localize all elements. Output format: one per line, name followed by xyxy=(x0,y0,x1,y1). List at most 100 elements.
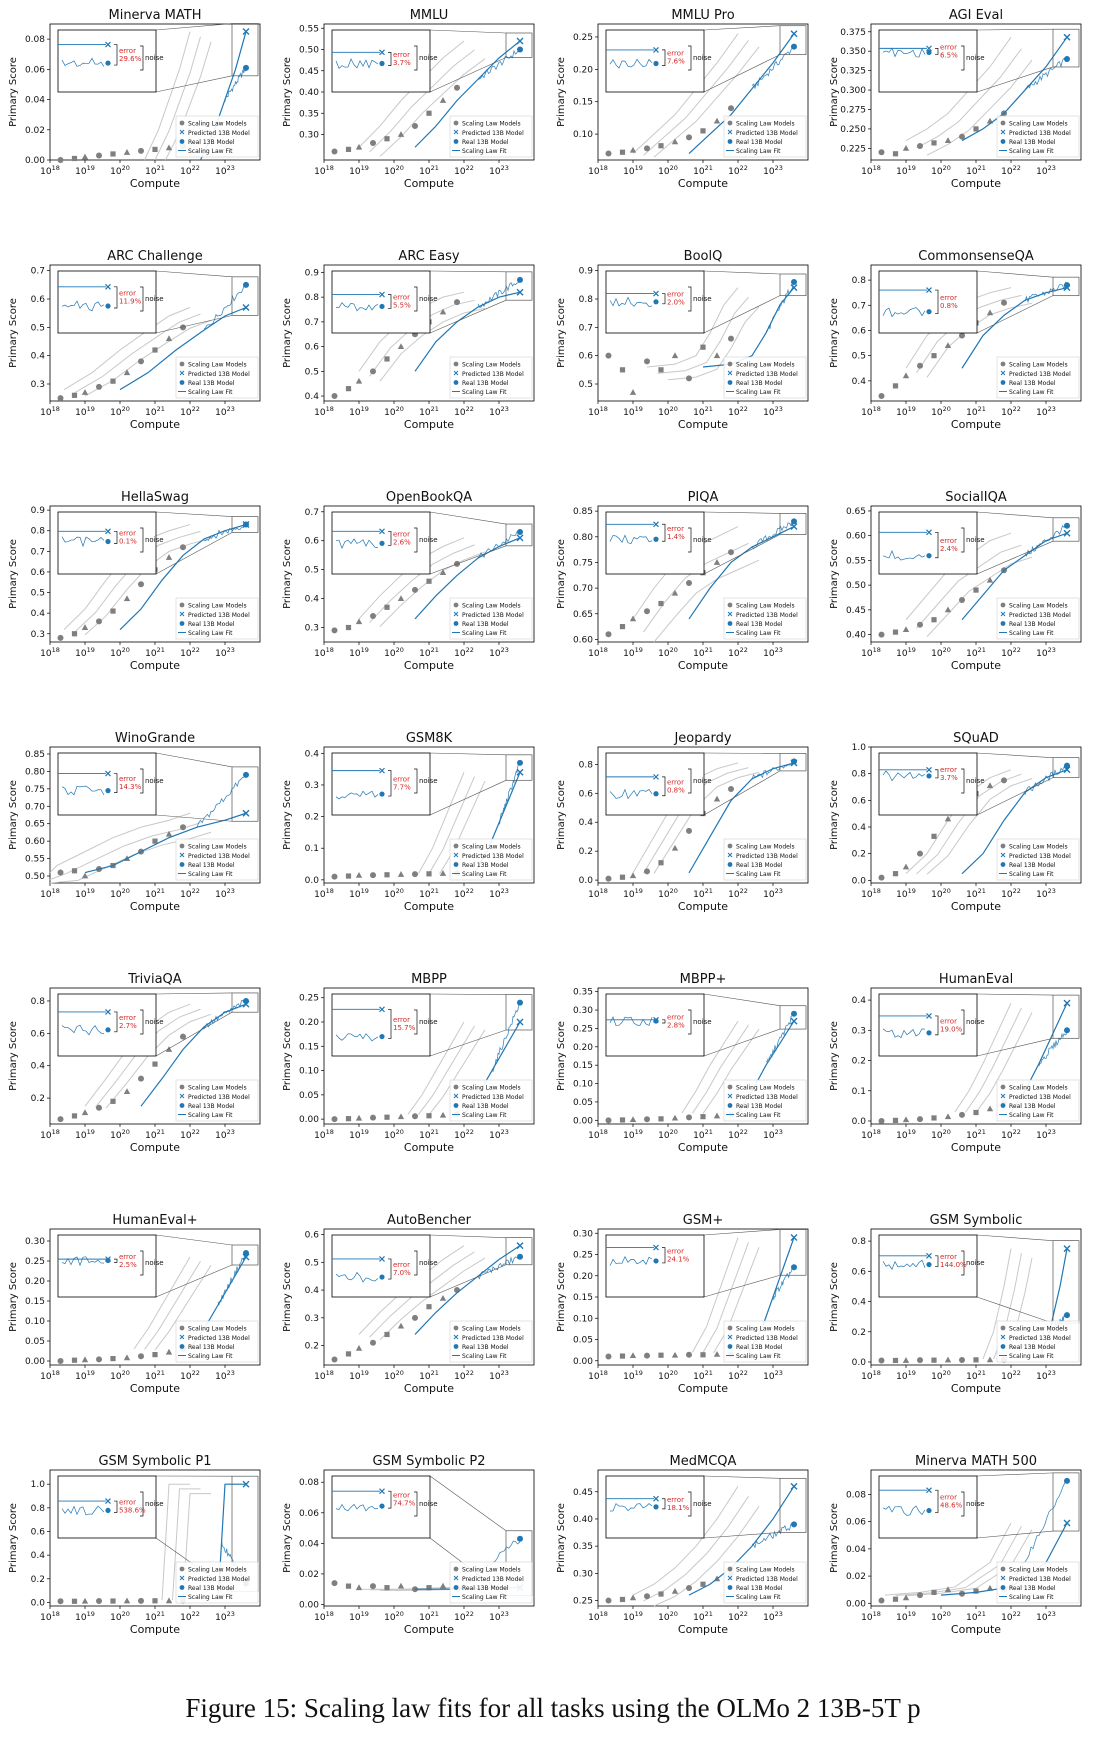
y-tick-label: 0.06 xyxy=(846,1518,866,1528)
subplot-openbookqa: OpenBookQA 0.3 0.4 0.5 0.6 0.7 1018 1019 1020 102… xyxy=(282,490,535,672)
model-point xyxy=(81,153,89,160)
model-point xyxy=(658,600,664,607)
model-point xyxy=(878,1117,885,1124)
model-point xyxy=(345,873,352,879)
x-tick-label: 1022 xyxy=(454,646,474,659)
subplot-commonsenseqa: CommonsenseQA 0.4 0.5 0.6 0.7 0.8 1018 1019 1020… xyxy=(829,249,1082,431)
subplot-gsm8k: GSM8K 0.0 0.1 0.2 0.3 0.4 1018 1019 1020 1021 1022… xyxy=(282,731,535,913)
model-point xyxy=(686,134,692,141)
x-axis-label: Compute xyxy=(951,418,1001,431)
inset-frame xyxy=(57,993,157,1057)
legend-real-marker xyxy=(727,1585,733,1590)
legend-real-marker xyxy=(453,1344,459,1349)
legend-real-marker xyxy=(727,139,733,144)
model-point xyxy=(892,1357,899,1364)
legend-label: Scaling Law Models xyxy=(1009,603,1068,610)
y-tick-label: 0.25 xyxy=(573,1251,593,1261)
noise-bracket xyxy=(688,527,692,553)
background-fit-line xyxy=(144,31,191,161)
predicted-13b-marker xyxy=(242,28,250,36)
model-point xyxy=(57,1116,64,1123)
checkpoint-line xyxy=(1024,763,1068,796)
background-fit-line xyxy=(154,36,201,161)
y-tick-label: 0.15 xyxy=(573,98,593,108)
x-tick-label: 1018 xyxy=(314,405,334,418)
x-tick-label: 1020 xyxy=(931,887,951,900)
legend-models-marker xyxy=(453,602,459,608)
y-axis-label: Primary Score xyxy=(8,57,19,127)
x-axis-label: Compute xyxy=(678,659,728,672)
model-point xyxy=(917,1357,923,1364)
legend-predicted-marker xyxy=(1000,1334,1006,1340)
checkpoint-line xyxy=(751,47,795,90)
model-point xyxy=(57,869,64,876)
legend-label: Real 13B Model xyxy=(462,862,509,869)
legend-label: Scaling Law Fit xyxy=(736,148,781,155)
subplot-title: WinoGrande xyxy=(115,731,195,746)
model-point xyxy=(686,1351,692,1358)
error-bracket xyxy=(388,1008,392,1039)
legend-label: Scaling Law Models xyxy=(188,1567,247,1574)
subplot-triviaqa: TriviaQA 0.2 0.4 0.6 0.8 1018 1019 1020 1021 1022… xyxy=(8,972,261,1154)
legend-predicted-marker xyxy=(727,370,733,376)
background-fit-line xyxy=(165,41,212,161)
inset-error-value: 14.3% xyxy=(119,783,142,791)
subplot-title: OpenBookQA xyxy=(386,490,472,505)
y-tick-label: 0.85 xyxy=(573,507,593,517)
y-axis-label: Primary Score xyxy=(829,539,840,609)
inset-connector xyxy=(976,1296,1054,1324)
legend: Scaling Law Models Predicted 13B Model Rea… xyxy=(723,1561,807,1604)
inset-connector xyxy=(155,992,233,995)
inset-noise-label: noise xyxy=(419,1500,438,1508)
inset-connector xyxy=(703,295,781,334)
x-tick-label: 1020 xyxy=(658,1369,678,1382)
zoom-region xyxy=(505,271,533,301)
scaling-law-models xyxy=(605,1350,734,1360)
other-model-fits xyxy=(954,1002,1033,1113)
model-point xyxy=(986,576,994,583)
y-tick-label: 0.2 xyxy=(852,1057,866,1067)
model-point xyxy=(138,358,144,365)
error-bracket xyxy=(935,531,939,559)
legend-label: Predicted 13B Model xyxy=(462,612,524,619)
legend-models-marker xyxy=(727,843,733,849)
inset-error-value: 2.4% xyxy=(940,545,958,553)
x-tick-label: 1021 xyxy=(419,405,439,418)
inset-noise-label: noise xyxy=(966,777,985,785)
model-point xyxy=(81,1109,89,1116)
predicted-13b-marker xyxy=(790,1482,798,1490)
inset-real-marker xyxy=(379,303,385,310)
model-point xyxy=(629,1352,637,1359)
legend-box xyxy=(175,1079,259,1122)
x-tick-label: 1022 xyxy=(1001,164,1021,177)
inset-predicted-marker xyxy=(926,1487,932,1494)
other-model-fits xyxy=(144,31,212,161)
inset-frame xyxy=(605,1234,705,1298)
inset-error-value: 538.6% xyxy=(119,1507,146,1515)
legend-box xyxy=(723,1079,807,1122)
legend: Scaling Law Models Predicted 13B Model Rea… xyxy=(175,597,259,640)
model-point xyxy=(165,1046,173,1052)
x-tick-label: 1019 xyxy=(896,1610,916,1623)
model-point xyxy=(878,631,885,638)
inset-predicted-marker xyxy=(653,773,659,780)
model-point xyxy=(902,626,910,633)
scaling-law-models xyxy=(331,560,460,634)
background-fit-line xyxy=(379,58,486,157)
model-point xyxy=(973,1588,979,1594)
inset-error-label: error xyxy=(667,525,684,533)
inset-error-value: 144.0% xyxy=(940,1261,967,1269)
model-point xyxy=(110,608,116,614)
legend: Scaling Law Models Predicted 13B Model Rea… xyxy=(449,838,533,881)
legend-label: Scaling Law Fit xyxy=(462,1112,507,1119)
x-tick-label: 1020 xyxy=(384,164,404,177)
model-point xyxy=(644,1116,650,1123)
legend-label: Scaling Law Fit xyxy=(736,389,781,396)
subplot-gsm-symbolic-p1: GSM Symbolic P1 0.0 0.2 0.4 0.6 0.8 1.0 1018 101… xyxy=(8,1454,261,1636)
y-tick-label: 0.30 xyxy=(573,1006,593,1016)
legend-label: Predicted 13B Model xyxy=(736,612,798,619)
model-point xyxy=(370,1339,376,1346)
model-point xyxy=(355,1114,363,1121)
error-bracket xyxy=(388,1258,392,1280)
